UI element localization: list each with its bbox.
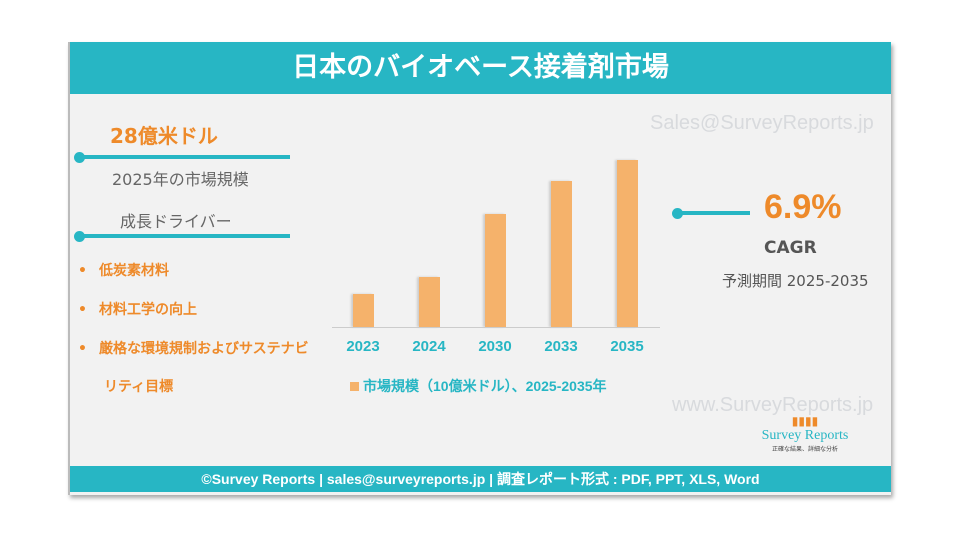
divider (78, 155, 290, 159)
page-title: 日本のバイオベース接着剤市場 (70, 42, 891, 94)
watermark-url: www.SurveyReports.jp (672, 394, 874, 416)
bar-2024 (419, 277, 440, 327)
legend-swatch (350, 382, 359, 391)
chart-legend: 市場規模（10億米ドル）、2025-2035年 (350, 376, 607, 396)
logo-tagline: 正確な結果、詳細な分析 (771, 446, 838, 453)
legend-label: 市場規模（10億米ドル）、2025-2035年 (363, 378, 607, 394)
driver-item: 低炭素材料 (78, 260, 169, 280)
bar-2035 (617, 159, 638, 327)
x-tick-label: 2033 (544, 338, 578, 355)
driver-item-continued: リティ目標 (104, 379, 174, 395)
market-value: 28億米ドル (110, 124, 218, 148)
x-tick-label: 2024 (412, 338, 446, 355)
survey-reports-logo: ▮▮▮▮ Survey Reports 正確な結果、詳細な分析 (750, 414, 860, 453)
x-tick-label: 2030 (478, 338, 512, 355)
forecast-period: 予測期間 2025-2035 (722, 272, 869, 290)
bar-2033 (551, 181, 572, 327)
footer-bar: ©Survey Reports | sales@surveyreports.jp… (70, 466, 891, 492)
watermark-email: Sales@SurveyReports.jp (650, 112, 874, 134)
divider (676, 211, 750, 215)
logo-bars-icon: ▮▮▮▮ (791, 414, 819, 428)
cagr-label: CAGR (764, 238, 817, 258)
cagr-value: 6.9% (764, 188, 842, 226)
drivers-title: 成長ドライバー (120, 212, 232, 231)
x-tick-label: 2035 (610, 338, 644, 355)
x-axis (332, 327, 660, 328)
divider (78, 234, 290, 238)
driver-item: 厳格な環境規制およびサステナビ (78, 338, 309, 358)
driver-item: 材料工学の向上 (78, 299, 197, 319)
bar-2023 (353, 294, 374, 327)
bar-2030 (485, 213, 506, 327)
infographic-card: 日本のバイオベース接着剤市場 Sales@SurveyReports.jp ww… (68, 42, 891, 495)
market-label: 2025年の市場規模 (112, 170, 249, 189)
logo-text: Survey Reports (761, 428, 849, 443)
x-tick-label: 2023 (346, 338, 380, 355)
